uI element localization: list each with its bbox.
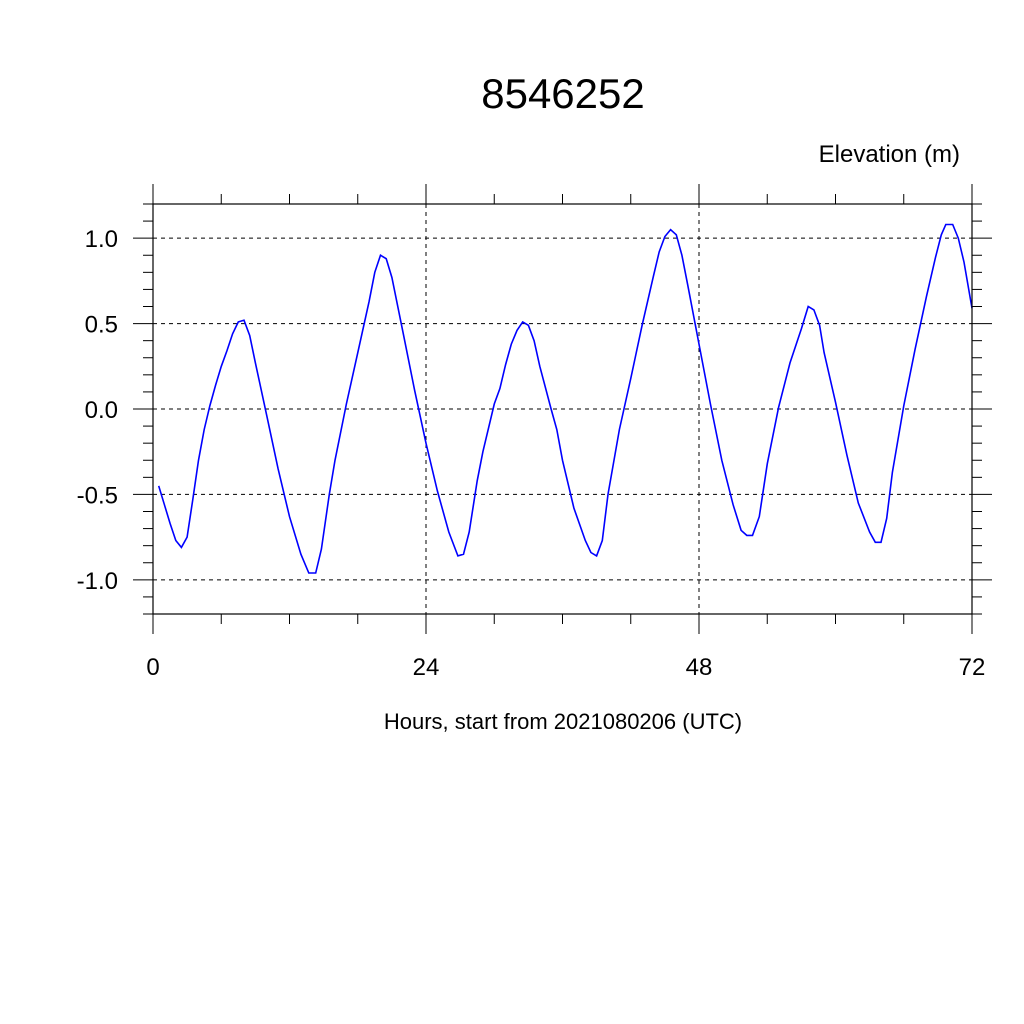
gridlines [153, 204, 972, 614]
plot-frame [152, 203, 973, 615]
y-tick-label: 1.0 [85, 226, 118, 253]
y-tick-label: -0.5 [77, 482, 118, 509]
x-tick-label: 48 [686, 654, 713, 681]
x-tick-label: 0 [146, 654, 159, 681]
y-axis-label: Elevation (m) [819, 141, 960, 168]
x-axis-label: Hours, start from 2021080206 (UTC) [384, 709, 742, 734]
y-tick-label: 0.5 [85, 312, 118, 339]
axis-ticks [133, 184, 992, 634]
chart-title: 8546252 [481, 70, 645, 117]
series-line [157, 223, 973, 574]
x-tick-label: 72 [959, 654, 986, 681]
tick-labels: -1.0 -0.5 0.0 0.5 1.0 0 24 48 72 [77, 226, 986, 681]
y-tick-label: 0.0 [85, 397, 118, 424]
x-tick-label: 24 [413, 654, 440, 681]
y-tick-label: -1.0 [77, 568, 118, 595]
